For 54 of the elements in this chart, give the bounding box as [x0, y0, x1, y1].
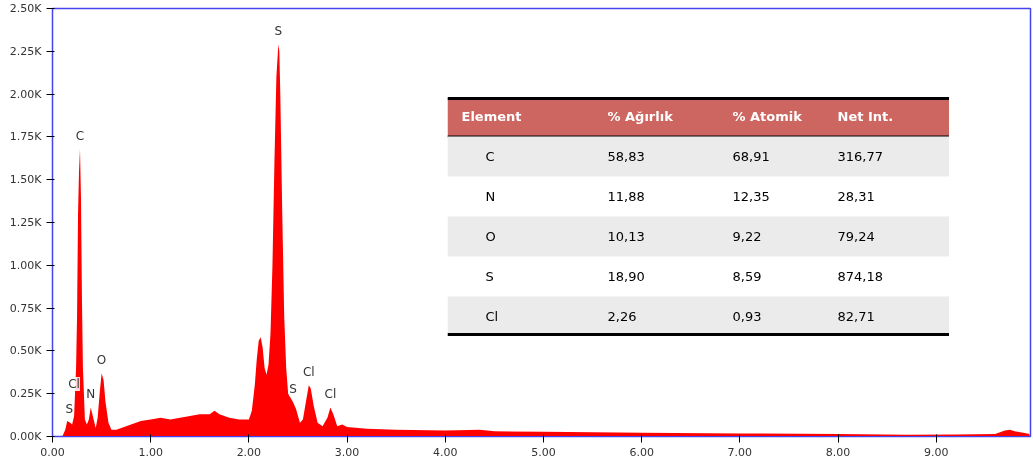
y-tick-label: 0.50K — [9, 344, 43, 358]
category-label: C — [485, 149, 495, 164]
annotation: S — [274, 24, 283, 39]
category-label: % Ağırlık — [607, 109, 674, 124]
text: 9,22 — [732, 229, 762, 244]
annotation: S — [289, 382, 297, 397]
x-tick-label: 5.00 — [531, 445, 556, 459]
category-label: O — [485, 229, 496, 244]
text: 2,26 — [607, 309, 637, 324]
y-tick-label: 0.75K — [9, 301, 43, 315]
x-tick-label: 4.00 — [433, 445, 458, 459]
text: 82,71 — [837, 309, 875, 324]
annotation: Cl — [302, 365, 315, 380]
y-tick-label: 2.25K — [9, 44, 43, 58]
annotation: C — [75, 128, 85, 143]
y-tick-label: 1.75K — [9, 130, 43, 144]
y-tick-label: 1.00K — [9, 258, 43, 272]
x-tick-label: 7.00 — [727, 445, 753, 459]
x-tick-label: 3.00 — [334, 445, 360, 459]
x-tick-label: 8.00 — [825, 445, 851, 459]
text: 68,91 — [732, 149, 770, 164]
x-tick-label: 6.00 — [629, 445, 654, 459]
text: 874,18 — [837, 269, 883, 284]
category-label: N — [485, 189, 496, 204]
category-label: S — [485, 269, 494, 284]
text: 0,93 — [732, 309, 762, 324]
y-tick-label: 0.25K — [9, 387, 43, 401]
category-label: Net Int. — [837, 109, 894, 124]
text: 10,13 — [607, 229, 645, 244]
x-tick-label: 1.00 — [138, 445, 163, 459]
category-label: Cl — [485, 309, 499, 324]
text: 18,90 — [607, 269, 645, 284]
text: 28,31 — [837, 189, 875, 204]
y-tick-label: 1.25K — [9, 216, 43, 229]
annotation: Cl — [324, 387, 337, 402]
y-tick-label: 0.00K — [9, 430, 43, 443]
text: 8,59 — [732, 269, 762, 284]
y-tick-label: 2.50K — [9, 2, 43, 15]
x-tick-label: 9.00 — [923, 445, 949, 459]
x-tick-label: 2.00 — [236, 445, 262, 459]
text: 316,77 — [837, 149, 883, 164]
text: 12,35 — [732, 189, 770, 204]
annotation: O — [96, 353, 107, 368]
text: Element — [461, 109, 522, 124]
x-tick-label: 0.00 — [40, 445, 65, 459]
text: 58,83 — [607, 149, 645, 164]
annotation: Cl — [68, 377, 80, 392]
y-tick-label: 2.00K — [9, 87, 43, 101]
annotation: N — [86, 387, 96, 402]
category-label: % Atomik — [732, 109, 803, 124]
text: 79,24 — [837, 229, 875, 244]
text: 11,88 — [607, 189, 645, 204]
y-tick-label: 1.50K — [9, 173, 43, 187]
annotation: S — [65, 401, 74, 416]
